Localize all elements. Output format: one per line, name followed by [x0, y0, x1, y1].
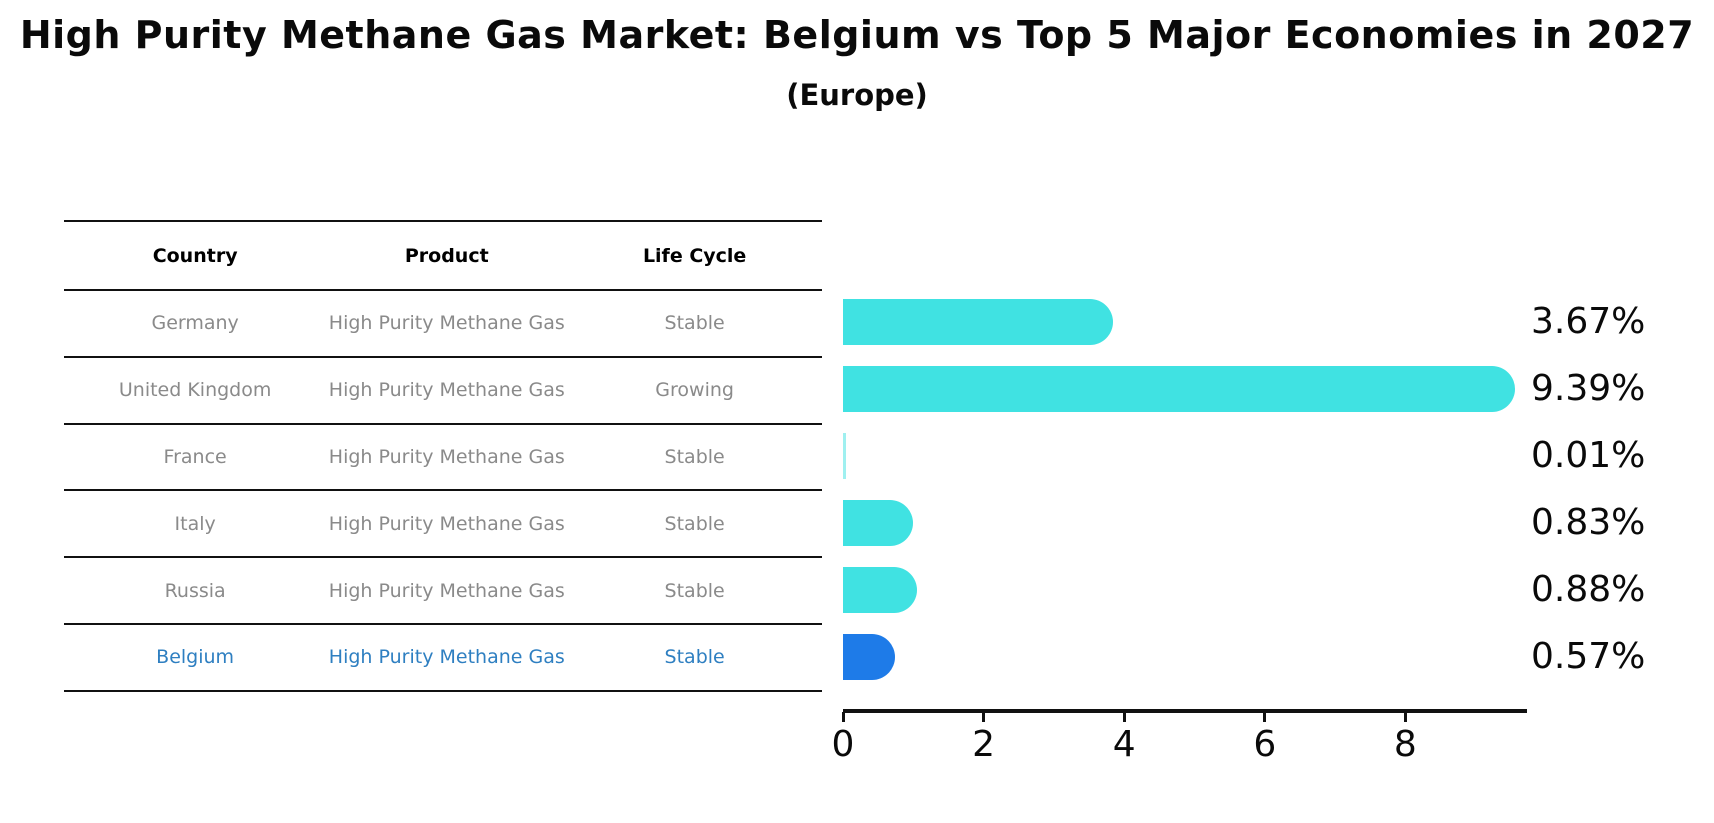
bar-italy	[843, 499, 914, 546]
product-cell: High Purity Methane Gas	[328, 312, 565, 335]
table-row-belgium: Belgium High Purity Methane Gas Stable	[64, 625, 822, 692]
country-table: Country Product Life Cycle Germany High …	[64, 220, 822, 692]
life-cycle-cell: Stable	[664, 579, 725, 602]
value-label-united-kingdom: 9.39%	[1531, 368, 1646, 410]
country-cell: Germany	[151, 312, 239, 335]
bar-france	[843, 433, 846, 480]
x-axis-line	[843, 709, 1527, 713]
value-label-russia: 0.88%	[1531, 568, 1646, 610]
country-cell: France	[163, 445, 227, 468]
value-label-italy: 0.83%	[1531, 501, 1646, 543]
table-row-germany: Germany High Purity Methane Gas Stable	[64, 291, 822, 358]
chart-title: High Purity Methane Gas Market: Belgium …	[19, 13, 1695, 57]
product-cell: High Purity Methane Gas	[328, 379, 565, 402]
col-header-product: Product	[404, 244, 489, 267]
value-label-belgium: 0.57%	[1531, 635, 1646, 677]
life-cycle-cell: Stable	[664, 445, 725, 468]
tick-label: 2	[972, 724, 996, 765]
tick-mark	[1122, 712, 1126, 722]
bar-united-kingdom	[843, 366, 1516, 413]
product-cell: High Purity Methane Gas	[328, 512, 565, 535]
col-header-life-cycle: Life Cycle	[642, 244, 747, 267]
tick-mark	[1403, 712, 1407, 722]
life-cycle-cell: Stable	[664, 312, 725, 335]
table-row-italy: Italy High Purity Methane Gas Stable	[64, 491, 822, 559]
product-cell: High Purity Methane Gas	[328, 445, 565, 468]
col-header-country: Country	[152, 244, 238, 267]
tick-mark	[982, 712, 986, 722]
table-header-row: Country Product Life Cycle	[64, 222, 822, 291]
bar-belgium	[843, 633, 896, 680]
country-cell: Belgium	[156, 646, 235, 669]
tick-mark	[1263, 712, 1267, 722]
table-row-russia: Russia High Purity Methane Gas Stable	[64, 558, 822, 625]
chart-subtitle: (Europe)	[786, 78, 928, 112]
life-cycle-cell: Growing	[655, 379, 734, 402]
tick-label: 6	[1253, 724, 1277, 765]
country-cell: Italy	[174, 512, 216, 535]
value-label-france: 0.01%	[1531, 435, 1646, 477]
country-cell: Russia	[164, 579, 226, 602]
value-label-germany: 3.67%	[1531, 301, 1646, 343]
bar-germany	[843, 299, 1113, 346]
tick-label: 8	[1393, 724, 1417, 765]
life-cycle-cell: Stable	[664, 646, 725, 669]
tick-label: 4	[1112, 724, 1136, 765]
product-cell: High Purity Methane Gas	[328, 579, 565, 602]
tick-mark	[841, 712, 845, 722]
table-row-united-kingdom: United Kingdom High Purity Methane Gas G…	[64, 358, 822, 425]
tick-label: 0	[831, 724, 855, 765]
bar-russia	[843, 566, 917, 613]
table-row-france: France High Purity Methane Gas Stable	[64, 425, 822, 492]
life-cycle-cell: Stable	[664, 512, 725, 535]
product-cell: High Purity Methane Gas	[328, 646, 565, 669]
country-cell: United Kingdom	[118, 379, 272, 402]
